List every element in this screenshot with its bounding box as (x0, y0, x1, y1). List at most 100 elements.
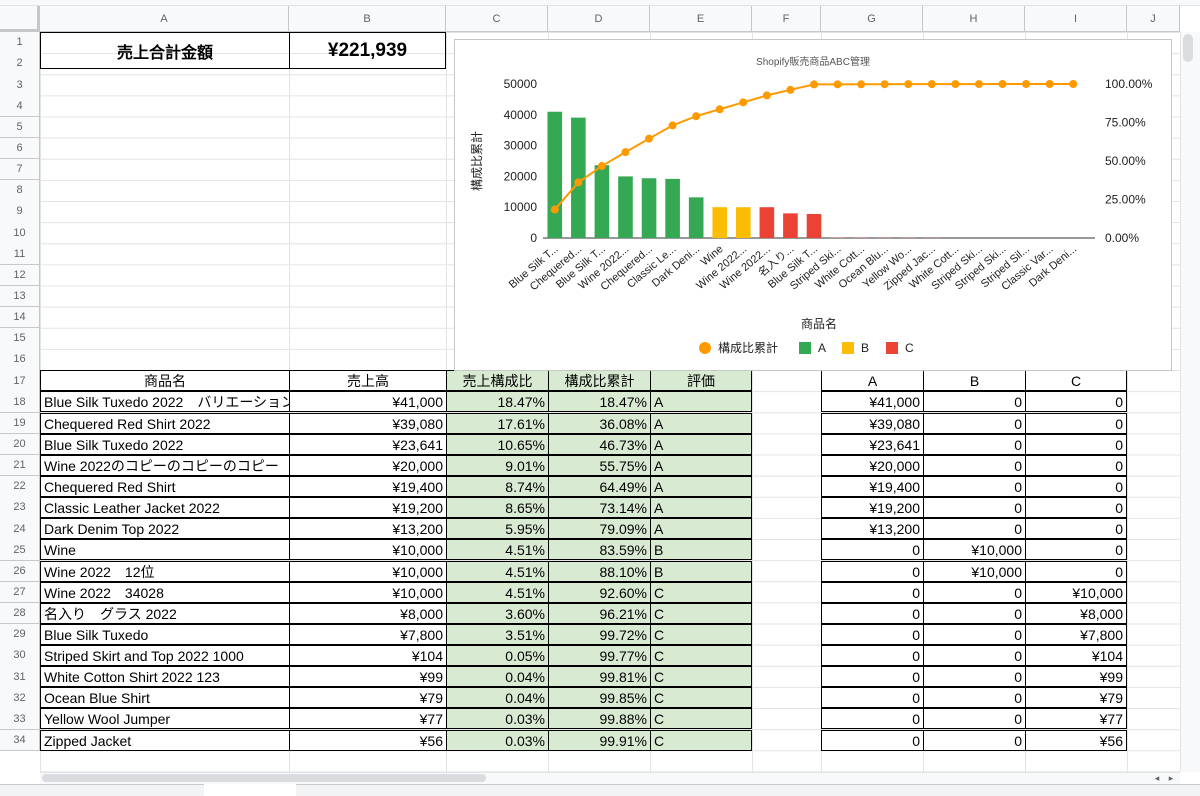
abc-cell[interactable]: ¥41,000 (821, 391, 924, 413)
table-cell[interactable]: C (650, 602, 752, 624)
table-cell[interactable]: 73.14% (548, 497, 651, 519)
abc-cell[interactable]: ¥77 (1025, 708, 1127, 730)
table-cell[interactable]: 名入り グラス 2022 (40, 602, 290, 624)
table-cell[interactable]: 96.21% (548, 602, 651, 624)
table-cell[interactable]: Wine 2022 12位 (40, 560, 290, 582)
table-cell[interactable]: White Cotton Shirt 2022 123 (40, 666, 290, 688)
row-header-3[interactable]: 3 (0, 74, 40, 96)
row-header-1[interactable]: 1 (0, 32, 40, 54)
table-cell[interactable]: 99.91% (548, 729, 651, 751)
table-cell[interactable]: ¥10,000 (289, 581, 447, 603)
abc-header-a[interactable]: A (821, 370, 924, 392)
abc-cell[interactable]: 0 (1025, 391, 1127, 413)
table-cell[interactable]: 0.03% (446, 708, 549, 730)
abc-cell[interactable]: 0 (1025, 475, 1127, 497)
table-cell[interactable]: ¥56 (289, 729, 447, 751)
table-cell[interactable]: 18.47% (548, 391, 651, 413)
abc-cell[interactable]: 0 (821, 708, 924, 730)
table-cell[interactable]: A (650, 475, 752, 497)
row-header-16[interactable]: 16 (0, 349, 40, 371)
table-cell[interactable]: C (650, 581, 752, 603)
abc-cell[interactable]: ¥13,200 (821, 518, 924, 540)
table-cell[interactable]: Striped Skirt and Top 2022 1000 (40, 645, 290, 667)
abc-cell[interactable]: ¥19,200 (821, 497, 924, 519)
row-header-4[interactable]: 4 (0, 95, 40, 118)
row-header-6[interactable]: 6 (0, 137, 40, 160)
abc-cell[interactable]: 0 (923, 497, 1026, 519)
row-header-10[interactable]: 10 (0, 222, 40, 244)
abc-cell[interactable]: 0 (923, 518, 1026, 540)
column-header-a[interactable]: A (40, 6, 289, 32)
table-cell[interactable]: A (650, 454, 752, 476)
table-cell[interactable]: 64.49% (548, 475, 651, 497)
table-cell[interactable]: ¥13,200 (289, 518, 447, 540)
table-cell[interactable]: 0.03% (446, 729, 549, 751)
row-header-11[interactable]: 11 (0, 243, 40, 266)
row-header-29[interactable]: 29 (0, 623, 40, 646)
table-cell[interactable]: Wine (40, 539, 290, 561)
table-cell[interactable]: Chequered Red Shirt 2022 (40, 412, 290, 434)
abc-cell[interactable]: ¥79 (1025, 687, 1127, 709)
column-header-g[interactable]: G (821, 6, 923, 32)
abc-cell[interactable]: 0 (821, 623, 924, 645)
abc-cell[interactable]: ¥19,400 (821, 475, 924, 497)
table-header-2[interactable]: 売上構成比 (446, 370, 549, 392)
table-cell[interactable]: ¥19,200 (289, 497, 447, 519)
table-cell[interactable]: ¥99 (289, 666, 447, 688)
table-cell[interactable]: ¥7,800 (289, 623, 447, 645)
row-header-2[interactable]: 2 (0, 53, 40, 75)
row-header-24[interactable]: 24 (0, 518, 40, 540)
vertical-scroll-thumb[interactable] (1183, 34, 1193, 62)
table-header-1[interactable]: 売上高 (289, 370, 447, 392)
column-header-e[interactable]: E (650, 6, 752, 32)
table-cell[interactable]: 0.05% (446, 645, 549, 667)
abc-cell[interactable]: 0 (1025, 560, 1127, 582)
horizontal-scroll-thumb[interactable] (42, 774, 486, 782)
table-cell[interactable]: A (650, 391, 752, 413)
abc-cell[interactable]: 0 (923, 454, 1026, 476)
table-cell[interactable]: 83.59% (548, 539, 651, 561)
abc-cell[interactable]: ¥99 (1025, 666, 1127, 688)
abc-cell[interactable]: 0 (821, 687, 924, 709)
abc-cell[interactable]: 0 (923, 475, 1026, 497)
table-cell[interactable]: ¥23,641 (289, 433, 447, 455)
abc-cell[interactable]: ¥10,000 (923, 539, 1026, 561)
table-cell[interactable]: 8.74% (446, 475, 549, 497)
abc-cell[interactable]: 0 (923, 708, 1026, 730)
table-cell[interactable]: B (650, 539, 752, 561)
table-cell[interactable]: Wine 2022のコピーのコピーのコピー (40, 454, 290, 476)
abc-cell[interactable]: 0 (923, 412, 1026, 434)
abc-header-c[interactable]: C (1025, 370, 1127, 392)
abc-cell[interactable]: 0 (1025, 539, 1127, 561)
row-header-34[interactable]: 34 (0, 729, 40, 752)
abc-cell[interactable]: ¥23,641 (821, 433, 924, 455)
abc-cell[interactable]: 0 (1025, 433, 1127, 455)
table-cell[interactable]: ¥10,000 (289, 539, 447, 561)
abc-cell[interactable]: 0 (923, 645, 1026, 667)
table-cell[interactable]: 99.81% (548, 666, 651, 688)
abc-cell[interactable]: ¥8,000 (1025, 602, 1127, 624)
table-cell[interactable]: 4.51% (446, 560, 549, 582)
table-cell[interactable]: Zipped Jacket (40, 729, 290, 751)
column-header-i[interactable]: I (1025, 6, 1127, 32)
table-cell[interactable]: ¥39,080 (289, 412, 447, 434)
abc-cell[interactable]: 0 (923, 687, 1026, 709)
table-cell[interactable]: 0.04% (446, 687, 549, 709)
active-sheet-tab[interactable] (204, 784, 296, 796)
table-cell[interactable]: C (650, 645, 752, 667)
table-header-3[interactable]: 構成比累計 (548, 370, 651, 392)
column-header-f[interactable]: F (752, 6, 821, 32)
table-cell[interactable]: Chequered Red Shirt (40, 475, 290, 497)
abc-pareto-chart[interactable]: Shopify販売商品ABC管理 0 10000 20000 30000 40000 500… (454, 39, 1172, 371)
abc-cell[interactable]: ¥20,000 (821, 454, 924, 476)
abc-cell[interactable]: ¥7,800 (1025, 623, 1127, 645)
table-cell[interactable]: 0.04% (446, 666, 549, 688)
table-cell[interactable]: 4.51% (446, 581, 549, 603)
abc-cell[interactable]: 0 (1025, 454, 1127, 476)
row-header-19[interactable]: 19 (0, 412, 40, 435)
abc-cell[interactable]: 0 (821, 602, 924, 624)
row-header-25[interactable]: 25 (0, 539, 40, 561)
abc-cell[interactable]: 0 (821, 645, 924, 667)
table-cell[interactable]: 88.10% (548, 560, 651, 582)
table-cell[interactable]: ¥79 (289, 687, 447, 709)
